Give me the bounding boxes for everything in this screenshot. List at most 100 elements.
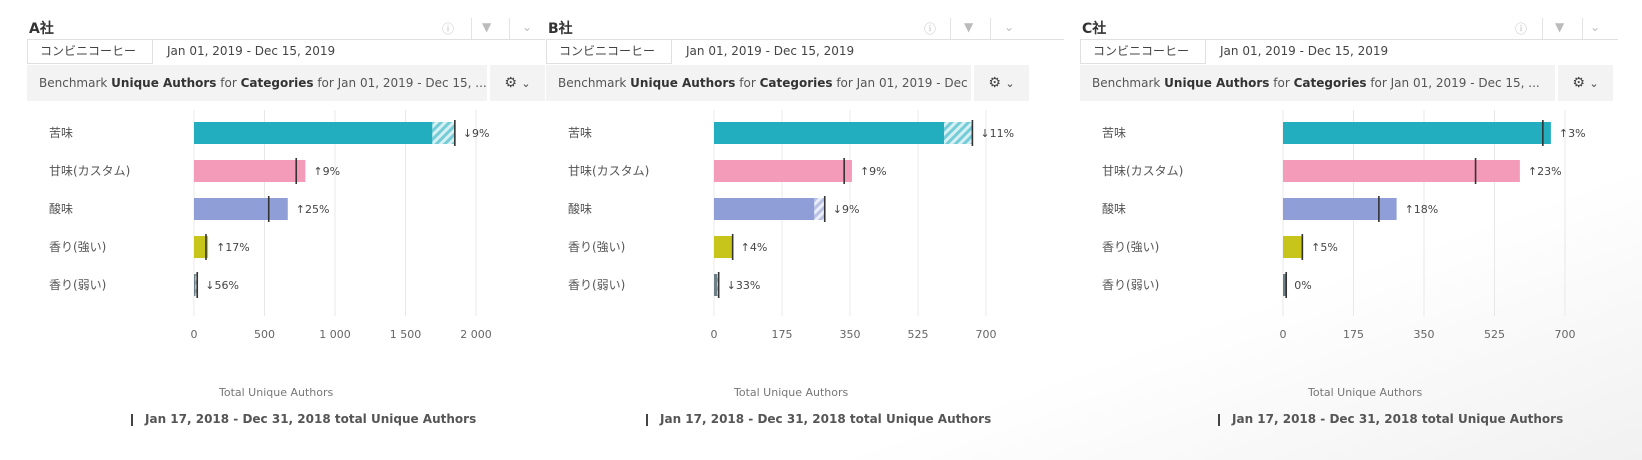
- x-tick-label: 525: [908, 328, 929, 341]
- x-tick-label: 2 000: [460, 328, 492, 341]
- x-tick-label: 700: [976, 328, 997, 341]
- bench-mid: for: [735, 76, 760, 90]
- x-tick-label: 0: [1280, 328, 1287, 341]
- filter-icon[interactable]: ▼: [482, 20, 492, 34]
- panel-b: B社 ⓘ ▼ ⌄ コンビニコーヒー Jan 01, 2019 - Dec 15,…: [546, 0, 1064, 460]
- change-label: ↑9%: [860, 165, 887, 178]
- bar: [1283, 160, 1520, 182]
- change-label: ↑17%: [216, 241, 250, 254]
- bench-dimension: Categories: [1293, 76, 1367, 90]
- bench-suffix: for Jan 01, 2019 - Dec 15, ...: [1366, 76, 1540, 90]
- x-axis-title: Total Unique Authors: [734, 386, 849, 399]
- panel-header: B社 ⓘ ▼ ⌄: [546, 18, 1064, 40]
- benchmark-bar[interactable]: Benchmark Unique Authors for Categories …: [546, 65, 971, 101]
- bar: [1283, 236, 1304, 258]
- change-label: ↑18%: [1405, 203, 1439, 216]
- bar-decline-hatch: [944, 122, 973, 144]
- bar-chart: 0 175 350 525 700 苦味 ↑3% 甘味(カスタム) ↑23% 酸味 ↑18% 香り(強…: [1102, 110, 1586, 341]
- chevron-down-icon: ⌄: [1589, 77, 1599, 90]
- tab-topic[interactable]: コンビニコーヒー: [546, 40, 672, 64]
- benchmark-marker-swatch: [646, 413, 648, 426]
- settings-button[interactable]: ⚙ ⌄: [974, 65, 1029, 101]
- filter-icon[interactable]: ▼: [1555, 20, 1565, 34]
- change-label: ↑25%: [296, 203, 330, 216]
- bar: [194, 236, 209, 258]
- change-label: ↑3%: [1559, 127, 1586, 140]
- date-range[interactable]: Jan 01, 2019 - Dec 15, 2019: [1220, 44, 1389, 58]
- category-label: 甘味(カスタム): [568, 164, 649, 178]
- divider: [471, 18, 472, 40]
- x-tick-label: 0: [191, 328, 198, 341]
- divider: [509, 18, 510, 40]
- category-label: 苦味: [49, 126, 73, 140]
- divider: [1582, 18, 1583, 40]
- date-range[interactable]: Jan 01, 2019 - Dec 15, 2019: [686, 44, 855, 58]
- x-tick-label: 525: [1484, 328, 1505, 341]
- tabs-row: コンビニコーヒー Jan 01, 2019 - Dec 15, 2019: [546, 39, 1064, 64]
- change-label: 0%: [1294, 279, 1311, 292]
- category-label: 酸味: [568, 201, 592, 216]
- tab-topic[interactable]: コンビニコーヒー: [27, 40, 153, 64]
- bench-suffix: for Jan 01, 2019 - Dec 15, ...: [313, 76, 487, 90]
- bar-chart: 0 500 1 000 1 500 2 000 苦味 ↓9% 甘味(カスタム) ↑9% 酸味 ↑25…: [49, 110, 492, 341]
- panel-header: C社 ⓘ ▼ ⌄: [1080, 18, 1601, 40]
- help-circle-icon[interactable]: ⓘ: [442, 22, 455, 36]
- help-circle-icon[interactable]: ⓘ: [924, 22, 937, 36]
- legend: Jan 17, 2018 - Dec 31, 2018 total Unique…: [646, 412, 991, 426]
- gear-icon: ⚙: [1572, 75, 1585, 91]
- chevron-down-icon[interactable]: ⌄: [522, 20, 533, 34]
- benchmark-bar[interactable]: Benchmark Unique Authors for Categories …: [27, 65, 487, 101]
- category-label: 香り(強い): [1102, 240, 1159, 254]
- x-tick-label: 500: [254, 328, 275, 341]
- bar: [714, 198, 815, 220]
- bar: [714, 160, 852, 182]
- gear-icon: ⚙: [988, 75, 1001, 91]
- x-axis-title: Total Unique Authors: [219, 386, 334, 399]
- x-tick-label: 1 000: [319, 328, 351, 341]
- divider: [1542, 18, 1543, 40]
- panel-title: B社: [548, 21, 573, 37]
- change-label: ↓11%: [980, 127, 1014, 140]
- tabs-row: コンビニコーヒー Jan 01, 2019 - Dec 15, 2019: [1080, 39, 1618, 64]
- change-label: ↑5%: [1311, 241, 1338, 254]
- x-axis-title: Total Unique Authors: [1308, 386, 1423, 399]
- bench-suffix: for Jan 01, 2019 - Dec 15...: [836, 76, 971, 90]
- settings-button[interactable]: ⚙ ⌄: [490, 65, 545, 101]
- tab-topic[interactable]: コンビニコーヒー: [1080, 40, 1206, 64]
- chevron-down-icon[interactable]: ⌄: [1004, 20, 1015, 34]
- category-label: 甘味(カスタム): [49, 164, 130, 178]
- settings-button[interactable]: ⚙ ⌄: [1558, 65, 1613, 101]
- bench-dimension: Categories: [240, 76, 314, 90]
- bar: [194, 274, 196, 296]
- divider: [990, 18, 991, 40]
- filter-icon[interactable]: ▼: [964, 20, 974, 34]
- bench-dimension: Categories: [759, 76, 833, 90]
- chevron-down-icon: ⌄: [1005, 77, 1015, 90]
- category-label: 苦味: [568, 126, 592, 140]
- tabs-row: コンビニコーヒー Jan 01, 2019 - Dec 15, 2019: [27, 39, 545, 64]
- help-circle-icon[interactable]: ⓘ: [1515, 22, 1528, 36]
- panel-header: A社 ⓘ ▼ ⌄: [27, 18, 545, 40]
- chevron-down-icon: ⌄: [521, 77, 531, 90]
- change-label: ↓9%: [833, 203, 860, 216]
- benchmark-marker-swatch: [131, 413, 133, 426]
- date-range[interactable]: Jan 01, 2019 - Dec 15, 2019: [167, 44, 336, 58]
- x-tick-label: 0: [711, 328, 718, 341]
- change-label: ↓56%: [205, 279, 239, 292]
- x-tick-label: 175: [772, 328, 793, 341]
- change-label: ↑23%: [1528, 165, 1562, 178]
- bench-prefix: Benchmark: [1092, 76, 1165, 90]
- bench-metric: Unique Authors: [1164, 76, 1270, 90]
- benchmark-bar[interactable]: Benchmark Unique Authors for Categories …: [1080, 65, 1555, 101]
- panel-title: C社: [1082, 21, 1107, 37]
- panel-title: A社: [29, 21, 54, 37]
- legend-label: Jan 17, 2018 - Dec 31, 2018 total Unique…: [145, 412, 477, 426]
- chevron-down-icon[interactable]: ⌄: [1590, 20, 1601, 34]
- bar: [714, 122, 945, 144]
- bench-metric: Unique Authors: [111, 76, 217, 90]
- x-tick-label: 175: [1343, 328, 1364, 341]
- bench-prefix: Benchmark: [39, 76, 112, 90]
- bench-metric: Unique Authors: [630, 76, 736, 90]
- bar: [1283, 122, 1551, 144]
- benchmark-marker-swatch: [1218, 413, 1220, 426]
